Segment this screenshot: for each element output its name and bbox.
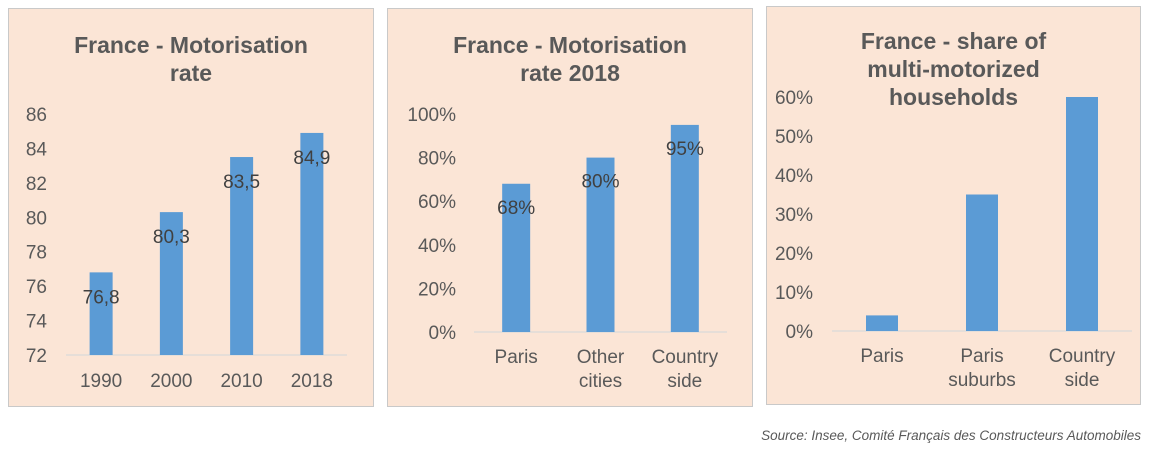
y-tick-label: 10% (775, 283, 813, 304)
y-tick-label: 20% (418, 279, 456, 300)
chart-plot-motorisation-rate: 72 74 76 78 80 82 84 86 76,8 1990 80,3 2000 83,5 2010… (26, 105, 347, 392)
chart-panel-motorisation-rate-2018: France - Motorisation rate 2018 0% 20% 40%… (387, 8, 753, 407)
chart-title-line: households (888, 84, 1019, 110)
y-tick-label: 0% (429, 323, 457, 344)
bar (502, 183, 531, 332)
data-label: 76,8 (83, 287, 120, 308)
bar (966, 194, 998, 331)
chart-panel-motorisation-rate: France - Motorisation rate 72 74 76 78 80 82 8… (8, 8, 374, 407)
chart-panel-multi-motorized-households: France - share of multi-motorized househ… (766, 6, 1141, 405)
x-category-label: Paris (860, 346, 903, 367)
chart-plot-multi-motorized-households: 0% 10% 20% 30% 40% 50% 60% Paris Paris suburbs Cou… (775, 88, 1132, 391)
y-tick-label: 30% (775, 205, 813, 226)
chart-title-line: rate (169, 60, 213, 86)
y-tick-label: 60% (418, 192, 456, 213)
x-category-label: Paris (960, 346, 1003, 367)
x-category-label: cities (579, 371, 622, 392)
data-label: 83,5 (223, 172, 260, 193)
y-tick-label: 78 (26, 243, 47, 264)
x-category-label: 2018 (291, 371, 333, 392)
chart-plot-motorisation-rate-2018: 0% 20% 40% 60% 80% 100% 68% Paris 80% Other cities… (407, 105, 727, 392)
y-tick-label: 50% (775, 127, 813, 148)
y-tick-label: 74 (26, 312, 48, 333)
data-label: 95% (666, 139, 704, 160)
chart-title-line: France - share of (860, 28, 1047, 54)
data-label: 80,3 (153, 227, 190, 248)
x-category-label: Country (1049, 346, 1116, 367)
bar (230, 157, 254, 355)
bar (866, 315, 898, 331)
chart-title: France - Motorisation rate (9, 31, 373, 87)
x-category-label: side (667, 371, 702, 392)
y-tick-label: 80% (418, 149, 456, 170)
y-tick-label: 20% (775, 244, 813, 265)
data-label: 84,9 (293, 148, 330, 169)
y-tick-label: 86 (26, 105, 47, 126)
data-label: 68% (497, 198, 535, 219)
bar (300, 132, 324, 355)
x-category-label: side (1065, 370, 1100, 391)
x-category-label: 1990 (80, 371, 122, 392)
y-tick-label: 60% (775, 88, 813, 109)
x-category-label: Paris (495, 347, 538, 368)
bar (89, 272, 113, 355)
y-tick-label: 76 (26, 277, 47, 298)
y-tick-label: 84 (26, 139, 48, 160)
y-tick-label: 0% (786, 322, 814, 343)
x-category-label: Country (652, 347, 719, 368)
data-label: 80% (581, 172, 619, 193)
x-category-label: Other (577, 347, 625, 368)
bar (670, 124, 699, 333)
y-tick-label: 82 (26, 174, 47, 195)
chart-title: France - Motorisation rate 2018 (388, 31, 752, 87)
y-tick-label: 40% (775, 166, 813, 187)
bar (159, 212, 183, 355)
source-note: Source: Insee, Comité Français des Const… (761, 428, 1141, 443)
y-tick-label: 40% (418, 236, 456, 257)
chart-title-line: France - Motorisation (74, 32, 308, 58)
bar (1066, 97, 1098, 331)
x-category-label: suburbs (948, 370, 1016, 391)
chart-title-line: multi-motorized (867, 56, 1040, 82)
bar (586, 157, 615, 332)
y-tick-label: 72 (26, 346, 47, 367)
x-category-label: 2010 (220, 371, 262, 392)
y-tick-label: 100% (407, 105, 456, 126)
chart-title-line: rate 2018 (520, 60, 620, 86)
chart-title: France - share of multi-motorized househ… (767, 27, 1140, 111)
x-category-label: 2000 (150, 371, 192, 392)
y-tick-label: 80 (26, 208, 47, 229)
chart-title-line: France - Motorisation (453, 32, 687, 58)
